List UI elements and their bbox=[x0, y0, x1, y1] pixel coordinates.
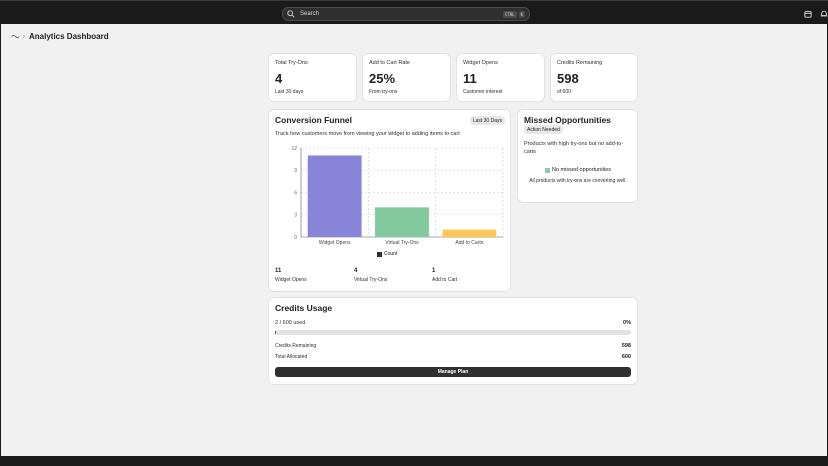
search-input[interactable]: Search CTRL K bbox=[282, 7, 530, 21]
empty-state-description: All products with try-ons are converting… bbox=[529, 178, 627, 184]
missed-title: Missed Opportunities bbox=[524, 115, 611, 125]
store-icon[interactable] bbox=[803, 9, 812, 18]
metric-widget-opens: 11 Widget Opens bbox=[275, 268, 307, 283]
funnel-bar-chart: 0 3 6 9 12 Widget Opens Virtual Try-Ons Add to … bbox=[291, 146, 504, 246]
stat-card-add-to-cart-rate: Add to Cart Rate 25% From try-ons bbox=[363, 54, 450, 101]
stat-value: 25% bbox=[369, 71, 396, 86]
stat-sub: Customer interest bbox=[463, 89, 503, 95]
action-needed-badge: Action Needed bbox=[524, 125, 563, 134]
bar bbox=[307, 155, 362, 237]
metric-label: Virtual Try-Ons bbox=[354, 277, 388, 283]
chart-legend: Count bbox=[377, 251, 397, 257]
metric-value: 11 bbox=[275, 268, 282, 274]
credits-title: Credits Usage bbox=[275, 303, 333, 313]
stat-label: Widget Opens bbox=[463, 60, 498, 66]
empty-state-label: No missed opportunities bbox=[552, 167, 612, 173]
date-range-badge[interactable]: Last 30 Days bbox=[469, 116, 505, 125]
legend-swatch bbox=[377, 251, 382, 257]
y-tick-label: 12 bbox=[291, 146, 297, 152]
app-content: › Analytics Dashboard Total Try-Ons 4 La… bbox=[1, 24, 827, 456]
metric-value: 1 bbox=[432, 268, 436, 274]
total-allocated-value: 600 bbox=[621, 354, 631, 360]
check-icon bbox=[545, 167, 550, 173]
stat-sub: From try-ons bbox=[369, 89, 398, 95]
conversion-funnel-card: Conversion Funnel Last 30 Days Track how… bbox=[269, 110, 510, 291]
stat-card-credits-remaining: Credits Remaining 598 of 600 bbox=[551, 54, 637, 101]
metric-label: Add to Cart bbox=[432, 277, 458, 283]
stat-value: 11 bbox=[463, 71, 477, 86]
page-title: Analytics Dashboard bbox=[29, 32, 109, 41]
metric-add-to-cart: 1 Add to Cart bbox=[432, 268, 457, 283]
credits-progress-bar bbox=[275, 330, 631, 335]
stat-label: Total Try-Ons bbox=[275, 60, 308, 66]
y-tick-label: 9 bbox=[294, 168, 297, 174]
missed-opportunities-card: Missed Opportunities Action Needed Produ… bbox=[518, 110, 637, 202]
breadcrumb-chevron-icon: › bbox=[23, 33, 25, 40]
funnel-description: Track how customers move from viewing yo… bbox=[275, 131, 460, 137]
legend-label: Count bbox=[384, 251, 398, 257]
x-tick-label: Virtual Try-Ons bbox=[385, 240, 419, 246]
y-tick-label: 6 bbox=[294, 190, 297, 196]
credits-used-text: 2 / 600 used bbox=[275, 320, 306, 326]
stat-value: 4 bbox=[275, 71, 283, 86]
credits-percent: 0% bbox=[623, 320, 631, 326]
stat-sub: Last 30 days bbox=[275, 89, 304, 95]
x-tick-label: Add to Carts bbox=[455, 240, 483, 246]
stat-value: 598 bbox=[557, 71, 579, 86]
credits-progress-fill bbox=[275, 330, 277, 335]
bar bbox=[442, 229, 497, 237]
stat-card-widget-opens: Widget Opens 11 Customer interest bbox=[457, 54, 544, 101]
stat-label: Credits Remaining bbox=[557, 60, 603, 66]
search-icon bbox=[287, 10, 296, 19]
page-header: › Analytics Dashboard bbox=[11, 32, 109, 41]
shortcut-k: K bbox=[518, 10, 525, 18]
metric-virtual-try-ons: 4 Virtual Try-Ons bbox=[354, 268, 387, 283]
notification-bell-icon[interactable] bbox=[819, 9, 828, 18]
search-placeholder: Search bbox=[300, 11, 320, 17]
y-tick-label: 3 bbox=[294, 213, 297, 219]
manage-plan-button[interactable]: Manage Plan bbox=[275, 367, 631, 377]
metric-label: Widget Opens bbox=[275, 277, 307, 283]
stat-sub: of 600 bbox=[557, 89, 571, 95]
x-tick-label: Widget Opens bbox=[319, 240, 351, 246]
bar bbox=[375, 207, 429, 237]
app-logo-icon[interactable] bbox=[11, 34, 20, 40]
shortcut-ctrl: CTRL bbox=[502, 10, 517, 18]
stat-card-total-try-ons: Total Try-Ons 4 Last 30 days bbox=[269, 54, 356, 101]
top-bar: Search CTRL K bbox=[0, 0, 828, 24]
bottom-bar bbox=[0, 456, 828, 466]
stat-label: Add to Cart Rate bbox=[369, 60, 410, 66]
total-allocated-label: Total Allocated bbox=[275, 354, 308, 360]
metric-value: 4 bbox=[354, 268, 358, 274]
credits-usage-card: Credits Usage 2 / 600 used 0% Credits Re… bbox=[269, 298, 637, 384]
missed-description: Products with high try-ons but no add-to… bbox=[524, 141, 624, 155]
y-tick-label: 0 bbox=[294, 235, 297, 241]
credits-remaining-label: Credits Remaining bbox=[275, 343, 317, 349]
empty-state-title: No missed opportunities bbox=[545, 167, 611, 173]
credits-remaining-value: 598 bbox=[621, 343, 631, 349]
funnel-title: Conversion Funnel bbox=[275, 115, 352, 125]
